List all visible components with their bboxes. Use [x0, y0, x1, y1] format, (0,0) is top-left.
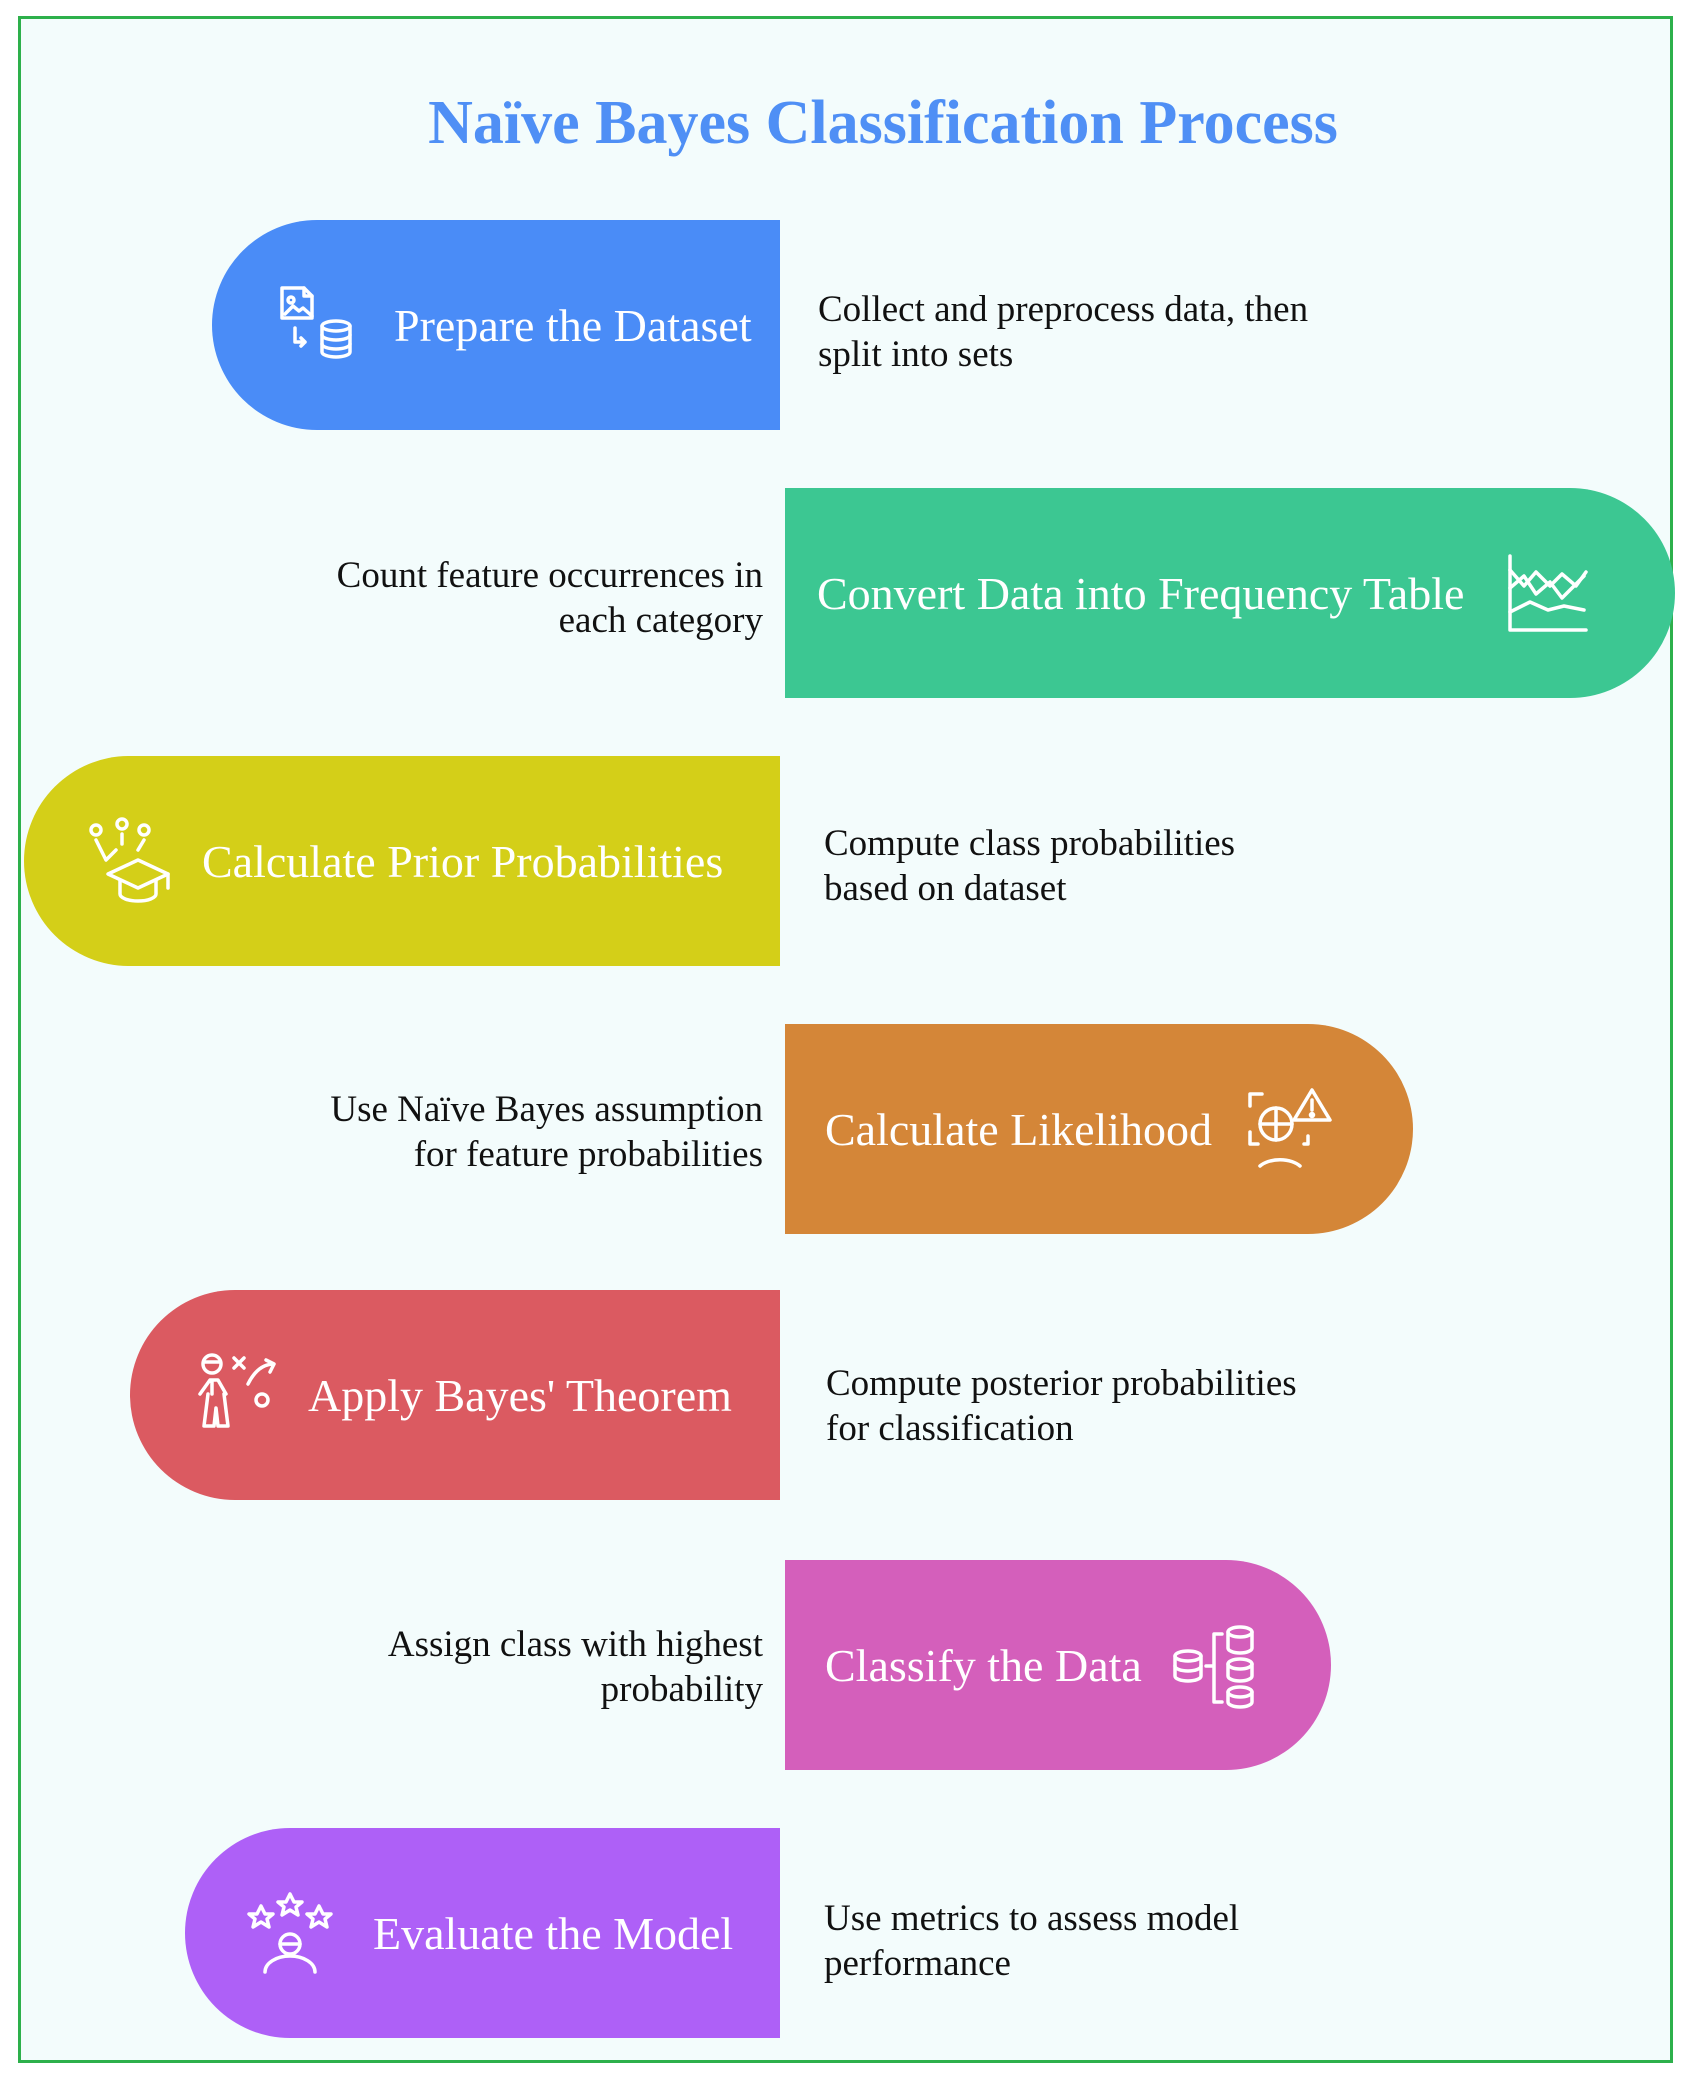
line-chart-icon — [1508, 554, 1589, 632]
step-description: Assign class with highest probability — [387, 1624, 763, 1710]
step-label: Convert Data into Frequency Table — [817, 567, 1465, 619]
step-label: Prepare the Dataset — [394, 299, 752, 351]
analysis-warning-icon — [1248, 1088, 1332, 1168]
step-description: Collect and preprocess data, then split … — [818, 289, 1309, 375]
step-description: Count feature occurrences in each catego… — [336, 555, 763, 641]
step-description: Use Naïve Bayes assumption for feature p… — [330, 1089, 763, 1175]
step-prior-probabilities: Calculate Prior Probabilities — [24, 756, 780, 966]
step-description: Use metrics to assess model performance — [824, 1898, 1240, 1984]
step-label: Evaluate the Model — [373, 1907, 734, 1959]
step-evaluate-model: Evaluate the Model — [185, 1828, 780, 2038]
star-rating-icon — [247, 1892, 333, 1974]
graduation-cap-icon — [89, 817, 170, 903]
step-label: Apply Bayes' Theorem — [308, 1369, 732, 1421]
step-description: Compute class probabilities based on dat… — [824, 823, 1236, 909]
strategy-person-icon — [198, 1353, 276, 1428]
image-database-icon — [280, 286, 352, 359]
step-prepare-dataset: Prepare the Dataset — [212, 220, 780, 430]
step-frequency-table: Convert Data into Frequency Table — [785, 488, 1675, 698]
step-calculate-likelihood: Calculate Likelihood — [785, 1024, 1413, 1234]
step-label: Calculate Likelihood — [825, 1103, 1213, 1155]
step-classify-data: Classify the Data — [785, 1560, 1331, 1770]
step-apply-bayes-theorem: Apply Bayes' Theorem — [130, 1290, 780, 1500]
diagram-title: Naïve Bayes Classification Process — [428, 89, 1338, 157]
database-split-icon — [1173, 1625, 1254, 1709]
step-label: Classify the Data — [825, 1639, 1142, 1691]
step-description: Compute posterior probabilities for clas… — [826, 1363, 1297, 1449]
step-label: Calculate Prior Probabilities — [202, 835, 724, 887]
